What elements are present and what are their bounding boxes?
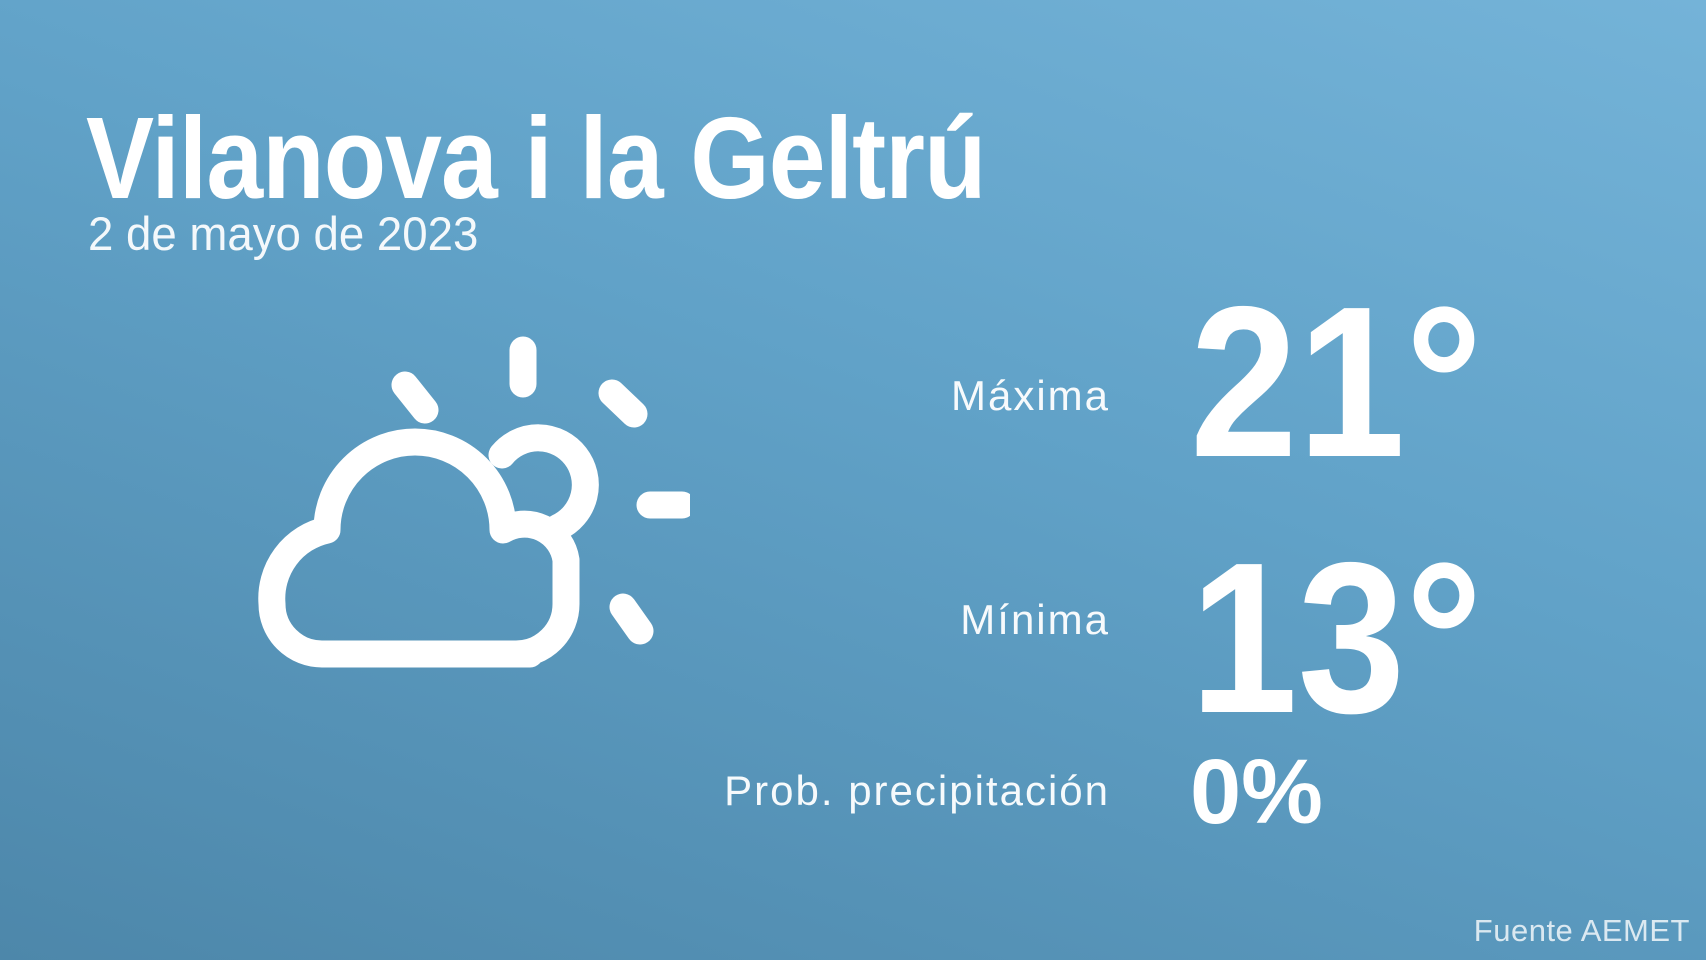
sun-ray-top-right: [598, 379, 648, 428]
min-temp-value: 13°: [1190, 517, 1483, 758]
sun-ray-bottom-right: [609, 593, 654, 645]
weather-icon-container: [240, 330, 690, 675]
max-temp-value: 21°: [1190, 261, 1483, 502]
location-title: Vilanova i la Geltrú: [86, 93, 986, 223]
sun-behind-cloud-icon: [258, 336, 690, 668]
source-attribution: Fuente AEMET: [1473, 913, 1690, 948]
sun-disc: [488, 424, 599, 541]
precipitation-label: Prob. precipitación: [724, 767, 1110, 814]
cloud-outline: [258, 428, 580, 668]
precipitation-value: 0%: [1190, 741, 1323, 843]
sun-ray-top-left: [391, 371, 439, 424]
forecast-date: 2 de mayo de 2023: [88, 207, 479, 260]
max-temp-label: Máxima: [950, 372, 1110, 419]
min-temp-label: Mínima: [960, 596, 1110, 643]
